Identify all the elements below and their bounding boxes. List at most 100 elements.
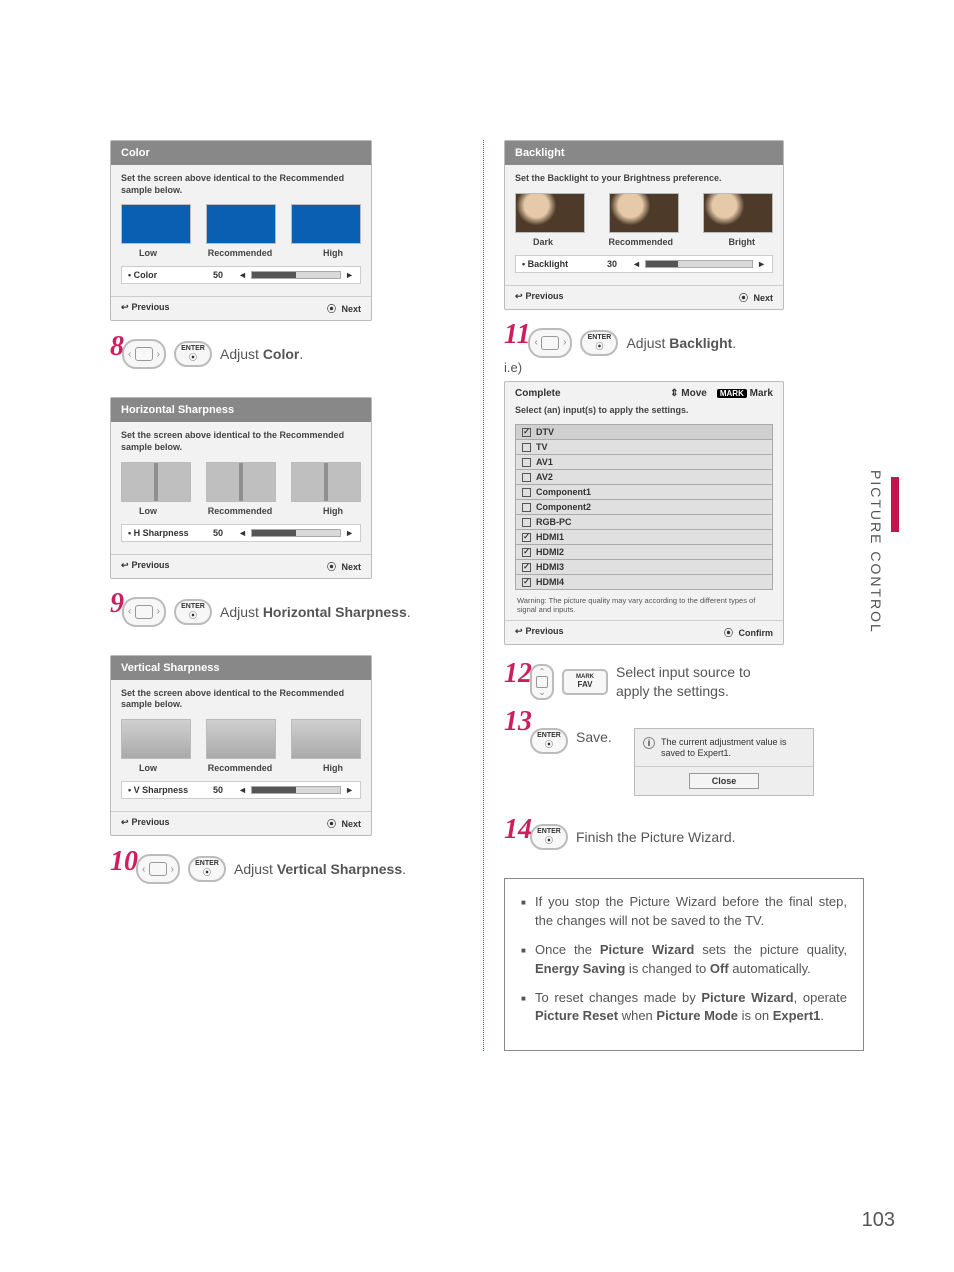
enter-key[interactable]: ENTER⦿ <box>188 856 226 882</box>
input-label: HDMI3 <box>536 562 564 572</box>
prev-button[interactable]: ↩Previous <box>515 626 564 639</box>
arrow-left-icon[interactable]: ◄ <box>632 259 641 269</box>
return-icon: ↩ <box>121 560 129 570</box>
close-button[interactable]: Close <box>689 773 760 789</box>
input-row-rgb-pc[interactable]: RGB-PC <box>516 515 772 530</box>
enter-key[interactable]: ENTER⦿ <box>530 728 568 754</box>
input-row-component2[interactable]: Component2 <box>516 500 772 515</box>
checkbox-icon[interactable]: ✓ <box>522 428 531 437</box>
sample-high <box>703 193 773 233</box>
checkbox-icon[interactable] <box>522 488 531 497</box>
prev-button[interactable]: ↩Previous <box>515 291 564 304</box>
label-low: Low <box>139 248 157 258</box>
dpad-key[interactable] <box>136 854 180 884</box>
panel-backlight-title: Backlight <box>505 141 783 165</box>
step-12: 12 MARKFAV Select input source to apply … <box>504 663 864 699</box>
checkbox-icon[interactable]: ✓ <box>522 548 531 557</box>
note-2: Once the Picture Wizard sets the picture… <box>521 941 847 979</box>
input-row-hdmi3[interactable]: ✓ HDMI3 <box>516 560 772 575</box>
panel-complete: Complete ⇕ Move MARK Mark Select (an) in… <box>504 381 784 646</box>
input-row-hdmi2[interactable]: ✓HDMI2 <box>516 545 772 560</box>
input-row-tv[interactable]: TV <box>516 440 772 455</box>
move-hint: ⇕ Move <box>670 388 707 399</box>
next-button[interactable]: ⦿ Next <box>327 817 361 830</box>
prev-button[interactable]: ↩Previous <box>121 560 170 573</box>
arrow-right-icon[interactable]: ► <box>345 270 354 280</box>
info-icon: i <box>643 737 655 749</box>
input-row-component1[interactable]: Component1 <box>516 485 772 500</box>
return-icon: ↩ <box>515 626 523 636</box>
input-label: HDMI4 <box>536 577 564 587</box>
input-row-av2[interactable]: AV2 <box>516 470 772 485</box>
checkbox-icon[interactable] <box>522 473 531 482</box>
input-label: Component2 <box>536 502 591 512</box>
arrow-left-icon[interactable]: ◄ <box>238 528 247 538</box>
step-11: 11 ENTER⦿ Adjust Backlight. <box>504 328 864 358</box>
arrow-right-icon[interactable]: ► <box>757 259 766 269</box>
sample-rec <box>206 462 276 502</box>
sample-low <box>121 719 191 759</box>
step-number: 11 <box>504 327 530 344</box>
step-text: Adjust Backlight. <box>626 334 736 352</box>
arrow-right-icon[interactable]: ► <box>345 785 354 795</box>
checkbox-icon[interactable]: ✓ <box>522 533 531 542</box>
next-button[interactable]: ⦿ Next <box>739 291 773 304</box>
dot-icon: ⦿ <box>724 628 733 638</box>
next-button[interactable]: ⦿ Next <box>327 560 361 573</box>
note-1: If you stop the Picture Wizard before th… <box>521 893 847 931</box>
input-label: AV2 <box>536 472 553 482</box>
input-row-av1[interactable]: AV1 <box>516 455 772 470</box>
step-text: Adjust Horizontal Sharpness. <box>220 603 411 621</box>
checkbox-icon[interactable]: ✓ <box>522 578 531 587</box>
input-row-hdmi4[interactable]: ✓ HDMI4 <box>516 575 772 589</box>
input-row-hdmi1[interactable]: ✓HDMI1 <box>516 530 772 545</box>
dot-icon: ⦿ <box>739 293 748 303</box>
sample-low <box>515 193 585 233</box>
label-high: High <box>323 506 343 516</box>
panel-backlight-desc: Set the Backlight to your Brightness pre… <box>515 173 773 185</box>
arrow-left-icon[interactable]: ◄ <box>238 785 247 795</box>
notes-box: If you stop the Picture Wizard before th… <box>504 878 864 1051</box>
sample-high <box>291 462 361 502</box>
next-button[interactable]: ⦿ Next <box>327 302 361 315</box>
panel-hsharp: Horizontal Sharpness Set the screen abov… <box>110 397 372 578</box>
step-10: 10 ENTER⦿ Adjust Vertical Sharpness. <box>110 854 463 884</box>
slider-vsharp[interactable]: • V Sharpness 50 ◄► <box>121 781 361 799</box>
updown-key[interactable] <box>530 664 554 700</box>
slider-label: • V Sharpness <box>128 785 198 795</box>
mark-badge-icon: MARK <box>717 389 747 398</box>
arrow-left-icon[interactable]: ◄ <box>238 270 247 280</box>
arrow-right-icon[interactable]: ► <box>345 528 354 538</box>
slider-hsharp[interactable]: • H Sharpness 50 ◄► <box>121 524 361 542</box>
slider-value: 50 <box>198 528 238 538</box>
confirm-button[interactable]: ⦿ Confirm <box>724 626 773 639</box>
step-number: 12 <box>504 666 532 683</box>
panel-hsharp-title: Horizontal Sharpness <box>111 398 371 422</box>
sample-low <box>121 462 191 502</box>
enter-key[interactable]: ENTER⦿ <box>174 599 212 625</box>
input-row-dtv[interactable]: ✓DTV <box>516 425 772 440</box>
return-icon: ↩ <box>515 291 523 301</box>
enter-key[interactable]: ENTER⦿ <box>530 824 568 850</box>
warning-text: Warning: The picture quality may vary ac… <box>505 590 783 620</box>
checkbox-icon[interactable] <box>522 518 531 527</box>
ie-label: i.e) <box>504 360 864 375</box>
slider-backlight[interactable]: • Backlight 30 ◄► <box>515 255 773 273</box>
enter-key[interactable]: ENTER⦿ <box>580 330 618 356</box>
checkbox-icon[interactable] <box>522 443 531 452</box>
dpad-key[interactable] <box>122 339 166 369</box>
label-rec: Recommended <box>608 237 673 247</box>
label-rec: Recommended <box>208 763 273 773</box>
fav-key[interactable]: MARKFAV <box>562 669 608 695</box>
prev-button[interactable]: ↩Previous <box>121 302 170 315</box>
dpad-key[interactable] <box>122 597 166 627</box>
checkbox-icon[interactable] <box>522 503 531 512</box>
checkbox-icon[interactable] <box>522 458 531 467</box>
info-popup: iThe current adjustment value is saved t… <box>634 728 814 796</box>
panel-hsharp-desc: Set the screen above identical to the Re… <box>121 430 361 453</box>
enter-key[interactable]: ENTER⦿ <box>174 341 212 367</box>
prev-button[interactable]: ↩Previous <box>121 817 170 830</box>
checkbox-icon[interactable]: ✓ <box>522 563 531 572</box>
slider-color[interactable]: • Color 50 ◄► <box>121 266 361 284</box>
dpad-key[interactable] <box>528 328 572 358</box>
